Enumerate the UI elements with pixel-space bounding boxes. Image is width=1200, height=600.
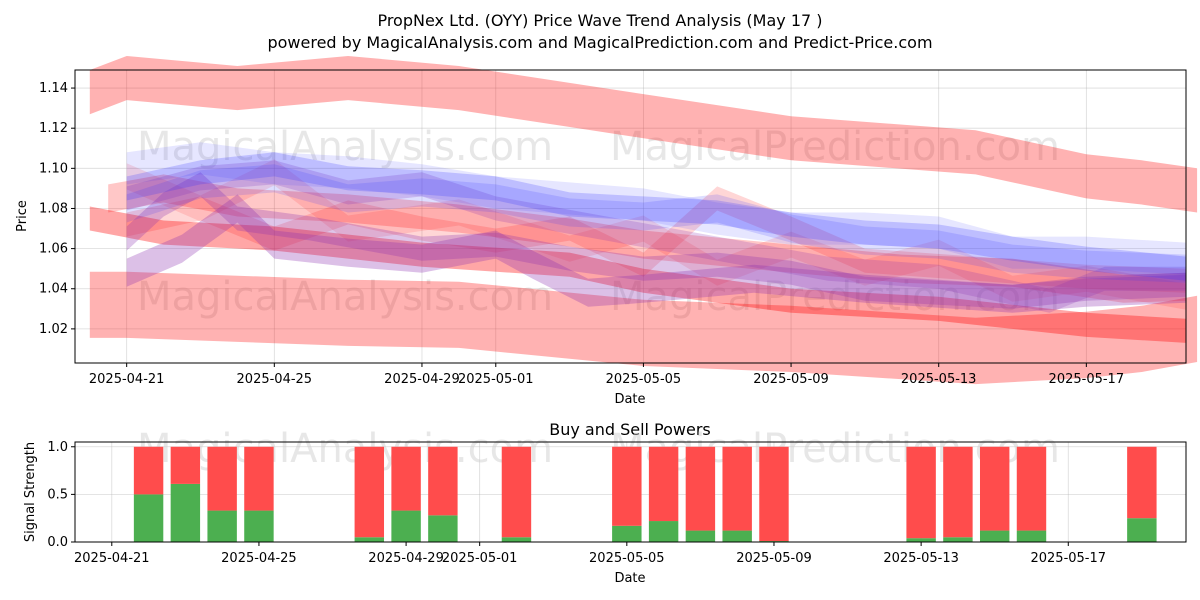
red-band-mid-1	[108, 174, 1187, 303]
bottom-x-ticks: 2025-04-21 2025-04-25 2025-04-292025-05-01…	[74, 542, 1106, 566]
red-band-top	[89, 56, 1198, 213]
buy-bar	[244, 510, 274, 542]
bottom-y-tick-label: 0.0	[47, 535, 68, 550]
buy-bar	[906, 538, 936, 542]
sell-bar	[428, 446, 458, 516]
buy-bar	[170, 483, 201, 542]
sell-bar	[133, 446, 164, 495]
top-y-tick-label: 1.06	[39, 242, 68, 257]
figure-title-line1: PropNex Ltd. (OYY) Price Wave Trend Anal…	[377, 11, 822, 30]
buy-bar	[1016, 530, 1047, 542]
buy-bar	[943, 537, 973, 542]
sell-bar	[207, 446, 237, 511]
buy-bar	[979, 530, 1010, 542]
watermark-analysis: MagicalAnalysis.com	[137, 426, 553, 472]
watermark-analysis: MagicalAnalysis.com	[137, 274, 553, 320]
top-x-tick-label: 2025-04-25	[237, 372, 313, 387]
watermark-prediction: MagicalPrediction.com	[610, 124, 1060, 170]
top-y-tick-label: 1.02	[39, 322, 68, 337]
sell-bar	[685, 446, 716, 531]
bottom-x-tick-label: 2025-05-17	[1030, 551, 1106, 566]
buy-bar	[612, 525, 642, 542]
red-band-lower-mid	[89, 206, 1186, 343]
top-gridlines	[75, 70, 1186, 363]
top-x-tick-label: 2025-05-13	[901, 372, 977, 387]
bottom-x-tick-label: 2025-05-01	[442, 551, 518, 566]
top-x-tick-label: 2025-05-17	[1049, 372, 1125, 387]
bottom-x-tick-label: 2025-04-21	[74, 551, 150, 566]
bottom-x-tick-label: 2025-05-13	[883, 551, 959, 566]
top-y-tick-label: 1.04	[39, 282, 68, 297]
sell-bar	[244, 446, 274, 511]
figure-title-line2: powered by MagicalAnalysis.com and Magic…	[267, 33, 932, 52]
buy-bar	[207, 510, 237, 542]
bottom-y-tick-label: 0.5	[47, 487, 68, 502]
purple-band-2	[126, 194, 1187, 313]
blue-band-1	[126, 152, 1187, 281]
sell-bar	[722, 446, 752, 531]
buy-bar	[1127, 518, 1157, 542]
top-x-tick-label: 2025-04-29	[384, 372, 460, 387]
bottom-y-tick-label: 1.0	[47, 440, 68, 455]
sell-bar	[648, 446, 679, 522]
top-y-tick-label: 1.12	[39, 121, 68, 136]
buy-bar	[354, 537, 385, 542]
sell-bar	[612, 446, 642, 526]
top-x-tick-label: 2025-05-01	[458, 372, 534, 387]
top-x-axis-label: Date	[614, 392, 645, 407]
top-axes-frame	[74, 69, 1187, 364]
buy-bar	[133, 494, 164, 542]
sell-bar	[170, 446, 201, 484]
sell-bar	[501, 446, 532, 538]
top-watermarks: MagicalAnalysis.com MagicalPrediction.co…	[137, 124, 1060, 320]
bottom-x-axis-label: Date	[614, 571, 645, 586]
blue-band-3	[126, 142, 1187, 275]
buy-bar	[428, 515, 458, 542]
buy-bar	[391, 510, 421, 542]
wave-bands	[89, 56, 1198, 385]
purple-band-1	[126, 172, 1187, 309]
sell-bar	[943, 446, 973, 538]
watermark-prediction: MagicalPrediction.com	[610, 274, 1060, 320]
price-wave-chart: MagicalAnalysis.com MagicalPrediction.co…	[15, 56, 1198, 407]
buy-bar	[722, 530, 752, 542]
top-y-ticks: 1.02 1.04 1.06 1.08 1.10 1.12 1.14	[39, 81, 75, 337]
watermark-analysis: MagicalAnalysis.com	[137, 124, 553, 170]
power-bars	[133, 446, 1157, 542]
bottom-x-tick-label: 2025-04-29	[368, 551, 444, 566]
red-band-mid-3	[126, 159, 1187, 310]
top-x-tick-label: 2025-05-05	[606, 372, 682, 387]
blue-band-2	[126, 164, 1187, 283]
sell-bar	[1016, 446, 1047, 531]
top-x-ticks: 2025-04-21 2025-04-25 2025-04-292025-05-01…	[89, 363, 1124, 387]
top-y-tick-label: 1.08	[39, 201, 68, 216]
sell-bar	[1127, 446, 1157, 519]
bottom-x-tick-label: 2025-05-09	[736, 551, 812, 566]
sell-bar	[979, 446, 1010, 531]
top-y-tick-label: 1.14	[39, 81, 68, 96]
sell-bar	[906, 446, 936, 539]
buy-bar	[501, 537, 532, 542]
bottom-axes-frame	[74, 441, 1187, 543]
top-y-axis-label: Price	[15, 200, 30, 232]
sell-bar	[354, 446, 385, 538]
sell-bar	[391, 446, 421, 511]
top-x-tick-label: 2025-04-21	[89, 372, 165, 387]
sell-bar	[759, 446, 789, 542]
bottom-x-tick-label: 2025-04-25	[221, 551, 297, 566]
bottom-x-tick-label: 2025-05-05	[589, 551, 665, 566]
bottom-y-ticks: 0.0 0.5 1.0	[47, 440, 75, 550]
top-y-tick-label: 1.10	[39, 161, 68, 176]
red-band-mid-2	[126, 186, 1187, 293]
buy-sell-power-chart: Buy and Sell Powers MagicalAnalysis.com …	[23, 420, 1187, 586]
bottom-chart-title: Buy and Sell Powers	[549, 420, 711, 439]
purple-band-3	[126, 160, 1187, 313]
buy-bar	[685, 530, 716, 542]
red-band-bottom	[89, 271, 1198, 385]
bottom-y-axis-label: Signal Strength	[23, 442, 38, 542]
top-x-tick-label: 2025-05-09	[753, 372, 829, 387]
buy-bar	[648, 521, 679, 542]
